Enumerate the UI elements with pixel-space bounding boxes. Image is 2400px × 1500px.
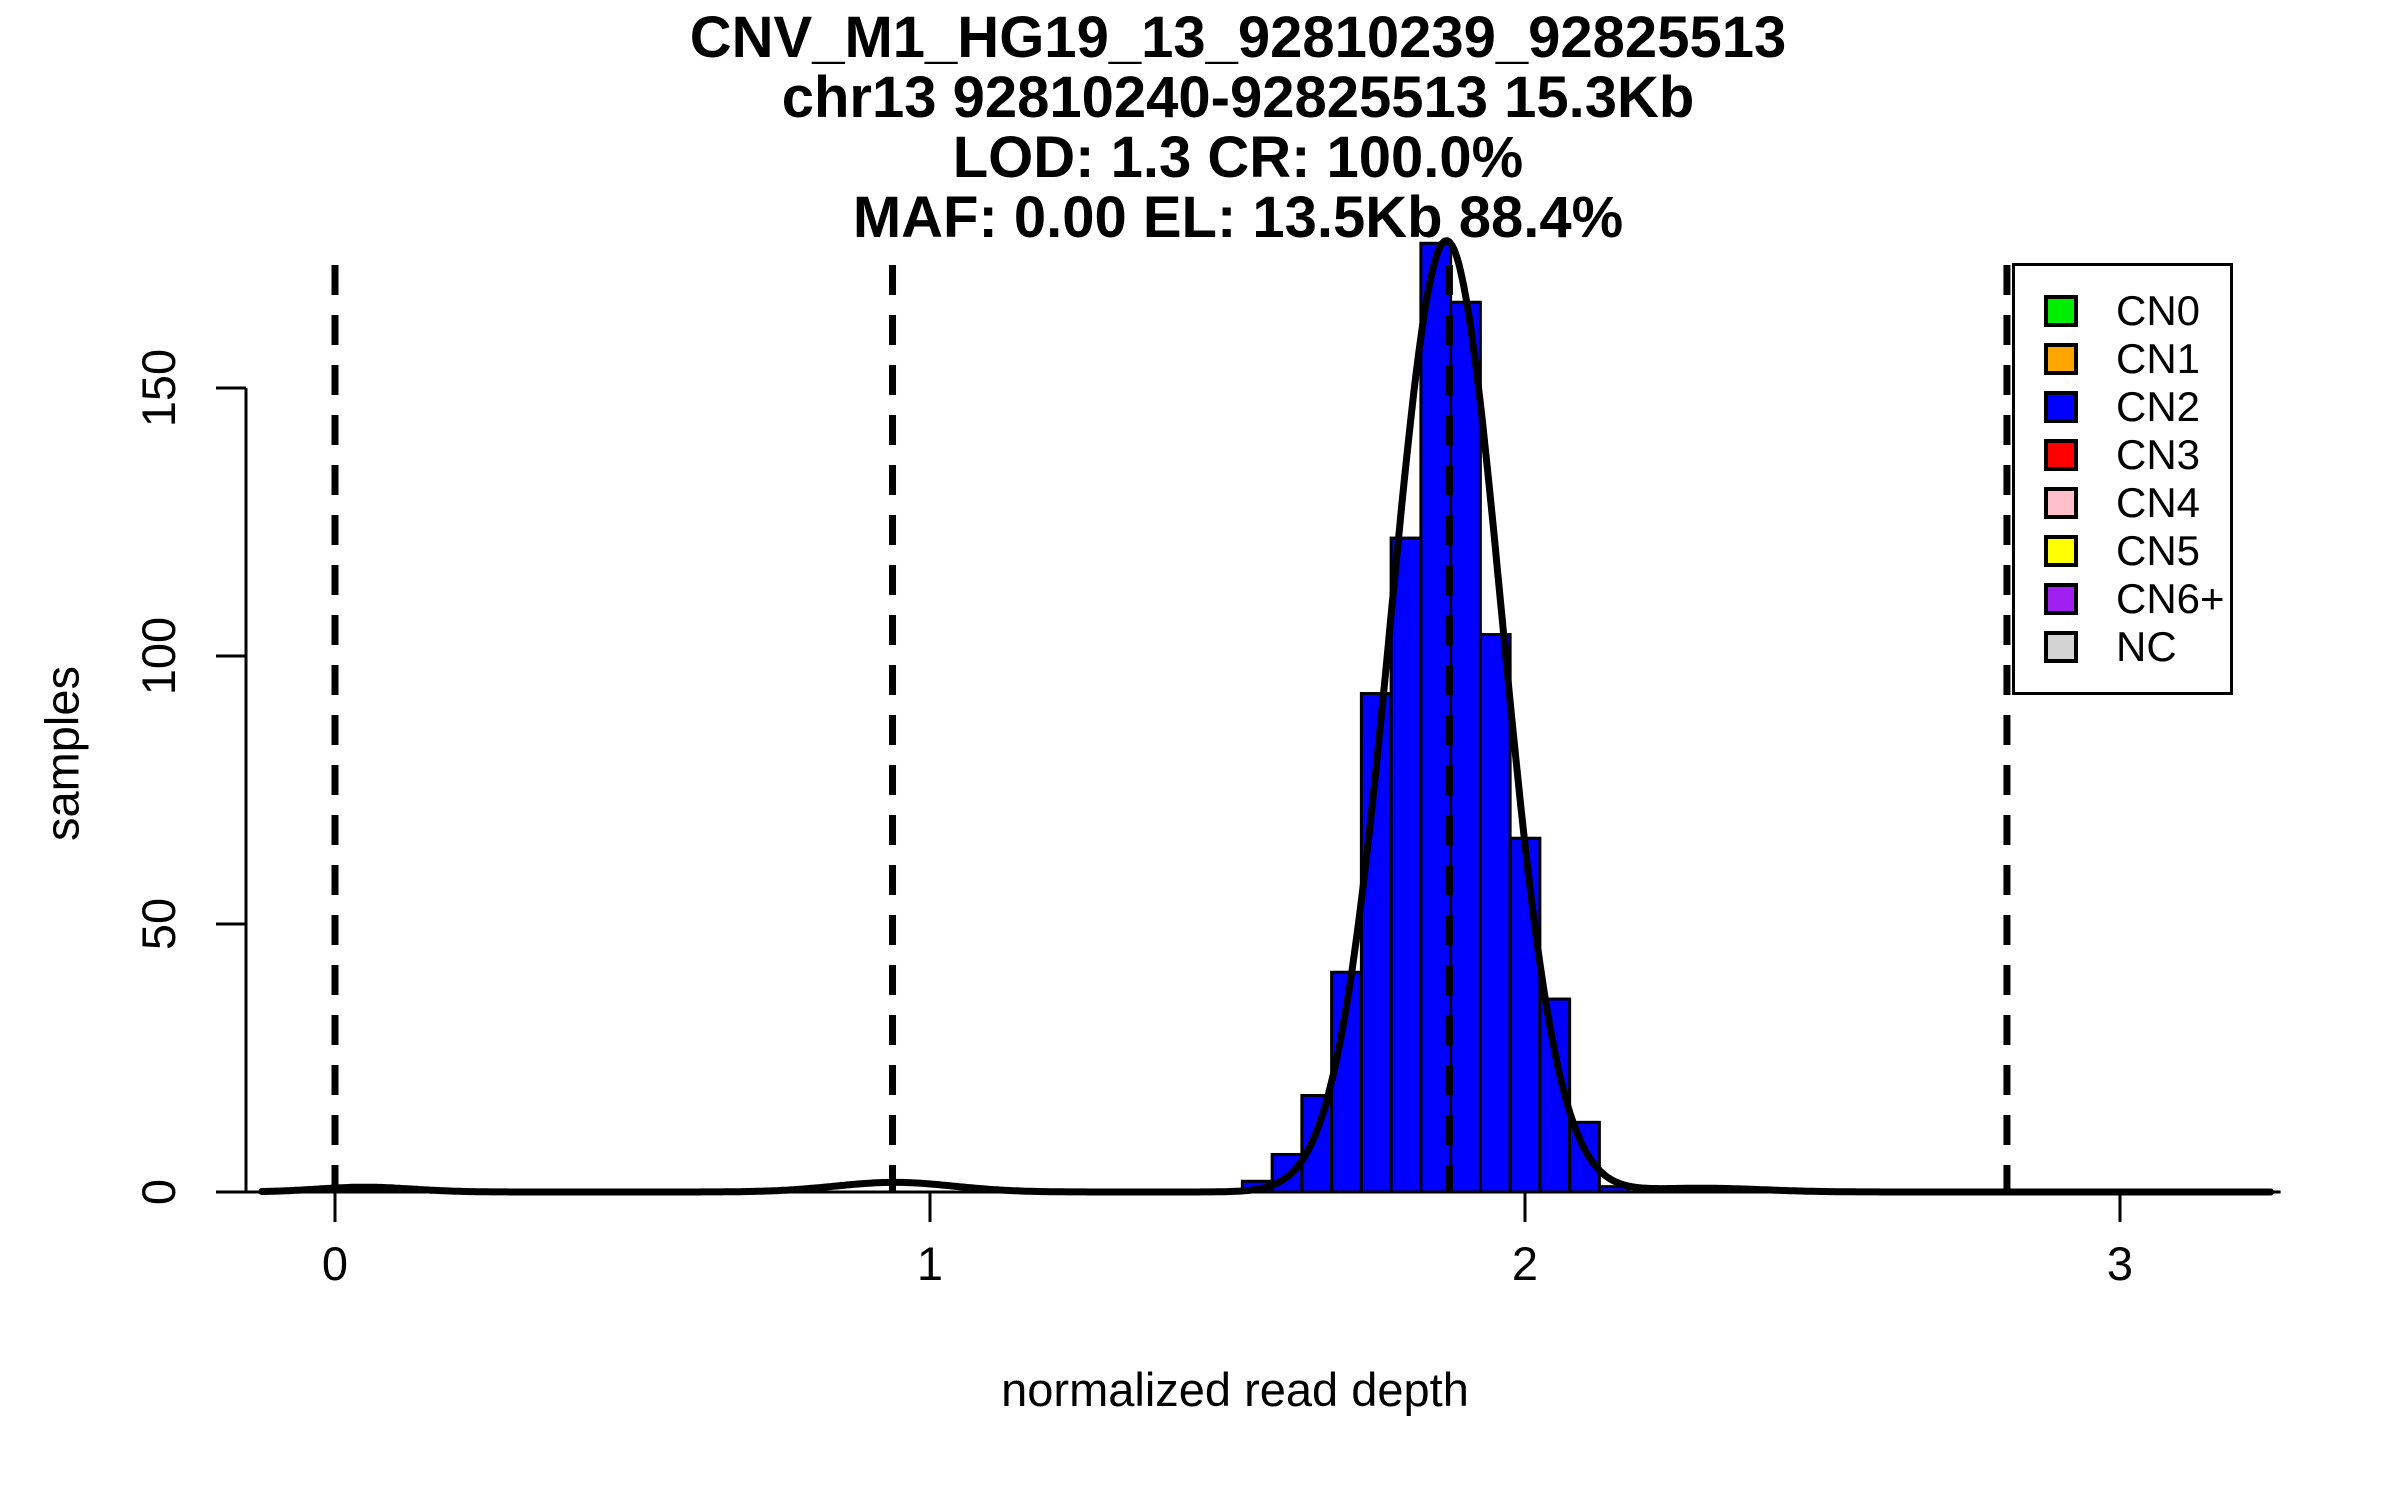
legend-swatch-cn0 — [2044, 295, 2078, 327]
legend-item-cn4: CN4 — [2015, 479, 2230, 527]
legend-label: CN0 — [2116, 287, 2201, 334]
legend-label: CN6+ — [2116, 575, 2225, 622]
legend-item-cn3: CN3 — [2015, 431, 2230, 479]
legend-swatch-cn3 — [2044, 439, 2078, 471]
x-tick-label: 1 — [917, 1237, 943, 1290]
x-tick-label: 0 — [322, 1237, 348, 1290]
legend-item-cn6: CN6+ — [2015, 575, 2230, 623]
histogram-bar — [1508, 836, 1542, 1194]
histogram-bar — [1449, 300, 1482, 1194]
plot-title-line-4: MAF: 0.00 EL: 13.5Kb 88.4% — [852, 185, 1624, 250]
legend-swatch-cn2 — [2044, 391, 2078, 423]
legend-item-cn2: CN2 — [2015, 383, 2230, 431]
legend-item-cn1: CN1 — [2015, 335, 2230, 383]
legend-label: CN5 — [2116, 527, 2201, 574]
legend-swatch-nc — [2044, 631, 2078, 663]
y-tick-label: 100 — [132, 617, 185, 695]
legend-swatch-cn6 — [2044, 583, 2078, 615]
legend-label: NC — [2116, 623, 2177, 670]
x-tick-label: 3 — [2107, 1237, 2133, 1290]
histogram-bar — [1419, 241, 1453, 1194]
legend-label: CN4 — [2116, 479, 2201, 526]
legend-swatch-cn5 — [2044, 535, 2078, 567]
legend-label: CN3 — [2116, 431, 2201, 478]
y-tick-label: 150 — [132, 349, 185, 427]
plot-title-line-2: chr13 92810240-92825513 15.3Kb — [781, 65, 1695, 130]
y-tick-label: 50 — [132, 898, 185, 950]
plot-title: CNV_M1_HG19_13_92810239_92825513 chr13 9… — [238, 8, 2238, 248]
y-axis-title: samples — [35, 666, 89, 842]
histogram-bar — [1478, 633, 1512, 1194]
x-axis-title: normalized read depth — [1001, 1363, 1469, 1416]
legend-item-cn5: CN5 — [2015, 527, 2230, 575]
histogram-bar — [1389, 536, 1423, 1194]
x-tick-label: 2 — [1512, 1237, 1538, 1290]
legend-label: CN2 — [2116, 383, 2201, 430]
plot-title-line-3: LOD: 1.3 CR: 100.0% — [952, 125, 1524, 190]
legend-swatch-cn4 — [2044, 487, 2078, 519]
density-curve — [258, 237, 2274, 1196]
legend-swatch-cn1 — [2044, 343, 2078, 375]
plot-title-line-1: CNV_M1_HG19_13_92810239_92825513 — [689, 5, 1787, 70]
legend-item-cn0: CN0 — [2015, 287, 2230, 335]
legend-item-nc: NC — [2015, 623, 2230, 671]
legend-label: CN1 — [2116, 335, 2201, 382]
legend: CN0 CN1 CN2 CN3 CN4 CN5 CN6+ NC — [2012, 263, 2233, 695]
y-tick-label: 0 — [132, 1179, 185, 1205]
